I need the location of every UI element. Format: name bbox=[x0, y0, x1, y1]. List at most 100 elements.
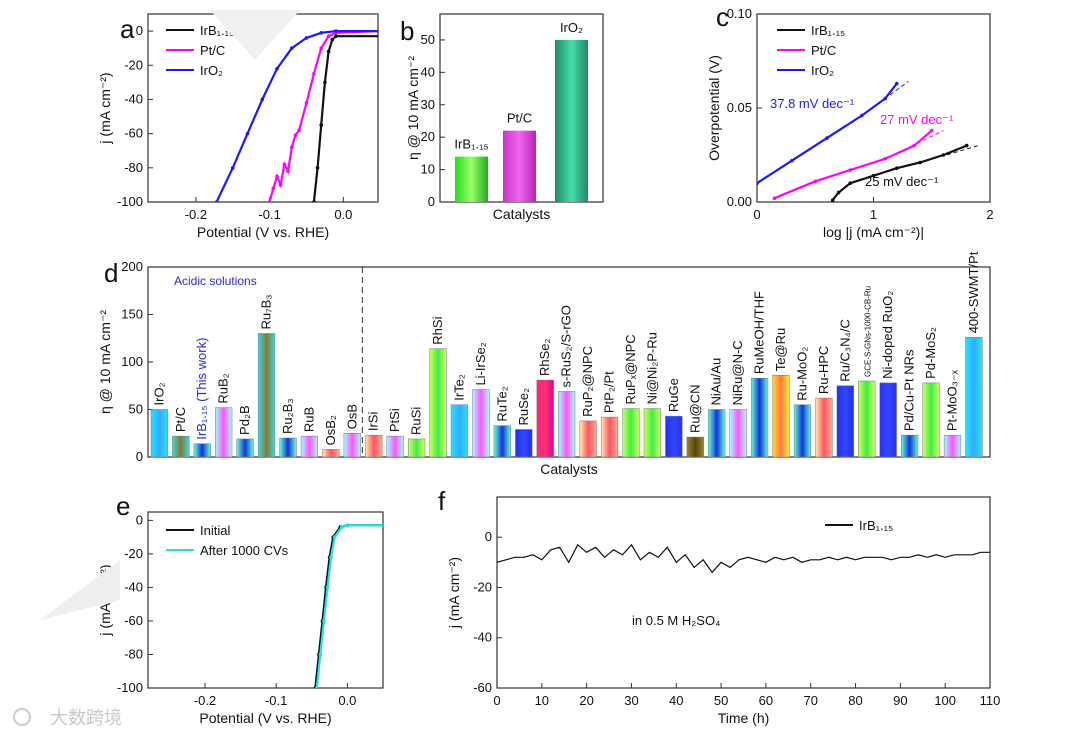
bar-label: OsB₂ bbox=[323, 415, 338, 445]
x-tick-label: 100 bbox=[934, 693, 956, 708]
bar-label: Ni-doped RuO₂ bbox=[880, 291, 895, 379]
y-tick-label: 50 bbox=[421, 32, 435, 47]
bar bbox=[515, 429, 533, 458]
y-tick-label: -80 bbox=[124, 646, 143, 661]
data-point bbox=[319, 31, 324, 35]
bar bbox=[215, 407, 233, 458]
series-line-1 bbox=[315, 524, 383, 688]
legend-label: Pt/C bbox=[200, 43, 225, 58]
x-tick-label: 70 bbox=[803, 693, 817, 708]
data-point bbox=[289, 46, 294, 50]
legend-label: Pt/C bbox=[811, 43, 836, 58]
data-point bbox=[260, 97, 265, 102]
bar-label: PtSi bbox=[387, 408, 402, 432]
data-point bbox=[332, 535, 337, 539]
watermark-logo-icon bbox=[13, 708, 31, 726]
x-tick-label: -0.1 bbox=[258, 207, 280, 222]
x-tick-label: 0.0 bbox=[338, 693, 356, 708]
bar-label: RhSi bbox=[430, 316, 445, 344]
data-point bbox=[378, 29, 382, 33]
data-point bbox=[848, 168, 852, 172]
panel-a: a 0 -20 -40 -60 -80 -100 -0.2 -0.1 0.0 Potential (… bbox=[97, 13, 382, 240]
bar-label: Ru-HPC bbox=[816, 346, 831, 394]
y-tick-label: 10 bbox=[421, 162, 435, 177]
bar bbox=[665, 415, 683, 458]
y-tick-label: 20 bbox=[421, 129, 435, 144]
data-point bbox=[271, 186, 276, 191]
bar-label: OsB bbox=[344, 404, 359, 429]
data-point bbox=[329, 555, 333, 560]
y-tick-label: -40 bbox=[473, 630, 492, 645]
bar-label: NiRu@N-C bbox=[730, 340, 745, 405]
data-point bbox=[275, 174, 279, 179]
data-point bbox=[289, 145, 294, 150]
x-axis-label: Time (h) bbox=[718, 710, 770, 726]
series-line-0 bbox=[497, 543, 990, 574]
bar bbox=[600, 416, 619, 458]
data-point bbox=[378, 34, 382, 38]
tafel-fit-line bbox=[884, 130, 944, 160]
watermark-arrow-icon bbox=[210, 10, 300, 60]
panel-letter-b: b bbox=[400, 16, 414, 46]
data-point bbox=[871, 173, 876, 178]
bar bbox=[643, 408, 661, 458]
y-axis-label: η @ 10 mA cm⁻² bbox=[97, 310, 113, 414]
bar bbox=[429, 348, 447, 458]
bar-label: IrO₂ bbox=[151, 382, 166, 405]
bar-label: IrO₂ bbox=[560, 20, 583, 35]
plot-frame bbox=[496, 496, 991, 689]
bar-label: RuTe₂ bbox=[494, 386, 509, 421]
data-point bbox=[836, 190, 841, 195]
series-line-2 bbox=[757, 82, 898, 185]
bar-label: RuPₓ@NPC bbox=[623, 334, 638, 404]
data-point bbox=[267, 200, 272, 202]
y-tick-label: 50 bbox=[129, 402, 143, 417]
bar-label: s-RuS₂/S-rGO bbox=[559, 305, 574, 387]
x-tick-label: 60 bbox=[759, 693, 773, 708]
series-line-2 bbox=[215, 30, 378, 202]
panel-letter-d: d bbox=[104, 258, 118, 288]
bar bbox=[922, 382, 940, 458]
bar-label: Ru@CN bbox=[687, 384, 702, 433]
y-tick-label: -100 bbox=[117, 680, 143, 695]
data-point bbox=[245, 131, 250, 136]
bar-label: 400-SWMT/Pt bbox=[966, 251, 981, 333]
y-tick-label: -20 bbox=[473, 579, 492, 594]
data-point bbox=[825, 136, 829, 140]
bar bbox=[858, 380, 876, 458]
bar-label: Pt/C bbox=[507, 111, 532, 126]
bar bbox=[257, 333, 276, 458]
series-line-0 bbox=[831, 144, 968, 201]
y-tick-label: -80 bbox=[124, 160, 143, 175]
y-axis-label: j (mA cm⁻²) bbox=[97, 72, 113, 144]
y-tick-label: 0 bbox=[485, 529, 492, 544]
data-point bbox=[319, 123, 324, 127]
tafel-fit-line bbox=[861, 81, 909, 116]
bar-label: NiAu/Au bbox=[709, 358, 724, 406]
bar-label: RuP₂@NPC bbox=[580, 346, 595, 417]
bar bbox=[450, 404, 469, 458]
data-point bbox=[848, 181, 852, 185]
bar-label: Ru₂B₃ bbox=[280, 398, 295, 434]
panel-letter-f: f bbox=[438, 486, 446, 516]
bar-label: GCE-S-GNs-1000-CB-Ru bbox=[864, 286, 873, 377]
bar bbox=[772, 375, 790, 458]
x-axis-label: Catalysts bbox=[493, 206, 551, 222]
y-tick-label: -20 bbox=[124, 546, 143, 561]
bar bbox=[815, 397, 833, 458]
bar-label: RhSe₂ bbox=[537, 338, 552, 376]
y-tick-label: 0 bbox=[136, 449, 143, 464]
bar-label: Ru-MoO₂ bbox=[794, 347, 809, 401]
y-axis-label: η @ 10 mA cm⁻² bbox=[405, 56, 421, 160]
legend-label: IrO₂ bbox=[811, 63, 834, 78]
data-point bbox=[314, 686, 319, 688]
bar bbox=[536, 379, 554, 458]
y-tick-label: -20 bbox=[124, 57, 143, 72]
data-point bbox=[334, 34, 338, 39]
data-point bbox=[297, 128, 301, 133]
x-tick-label: 0 bbox=[493, 693, 500, 708]
x-tick-label: 50 bbox=[714, 693, 728, 708]
data-point bbox=[895, 81, 899, 86]
y-axis-label: Overpotential (V) bbox=[706, 55, 722, 161]
